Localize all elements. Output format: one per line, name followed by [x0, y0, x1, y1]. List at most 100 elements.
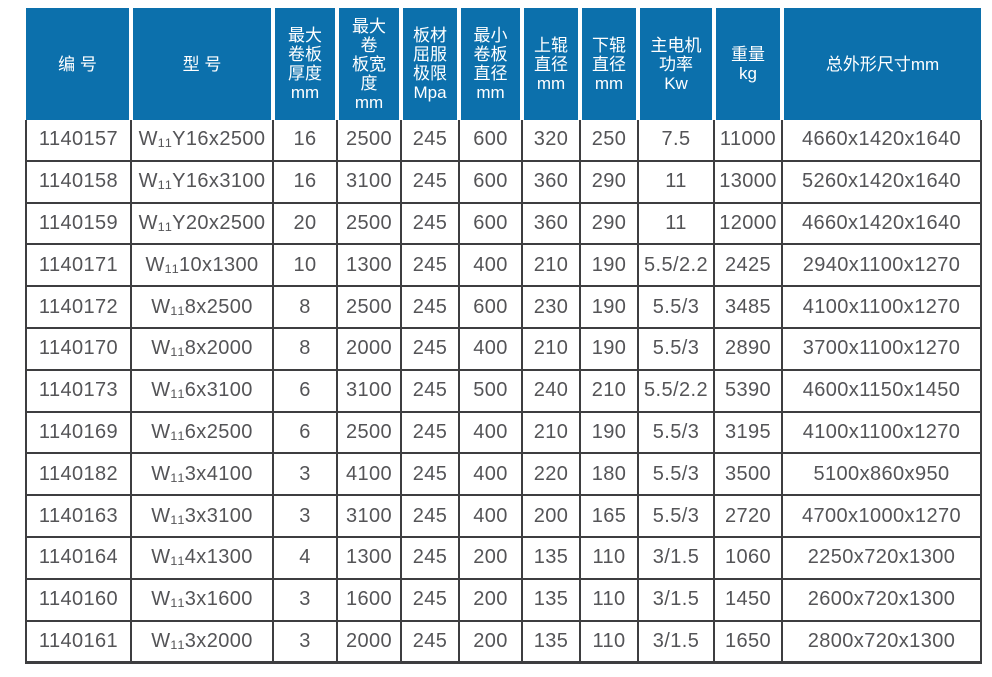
- cell-yield-limit: 245: [400, 120, 460, 162]
- cell-overall-dimensions: 5100x860x950: [781, 452, 982, 497]
- col-header-weight: 重量 kg: [712, 8, 784, 120]
- cell-max-plate-thickness: 6: [272, 410, 338, 455]
- cell-upper-roller-diameter: 320: [521, 120, 581, 162]
- cell-max-plate-thickness: 20: [272, 201, 338, 246]
- cell-max-plate-thickness: 4: [272, 535, 338, 580]
- table-row: 1140182 W₁₁3x4100 3 4100 245 400 220 180 5.5/3 35…: [25, 452, 982, 497]
- cell-upper-roller-diameter: 200: [521, 494, 581, 538]
- cell-serial-number: 1140158: [25, 159, 132, 204]
- cell-main-motor-power: 3/1.5: [637, 577, 715, 622]
- table-row: 1140159 W₁₁Y20x2500 20 2500 245 600 360 290 11 12…: [25, 201, 982, 246]
- cell-lower-roller-diameter: 180: [579, 452, 639, 497]
- cell-weight: 3500: [713, 452, 783, 497]
- cell-max-plate-width: 3100: [336, 494, 402, 538]
- machine-spec-table: 编 号型 号最大 卷板 厚度 mm 最大 卷 板宽 度 mm 板材 屈服 极限 Mp…: [25, 8, 982, 665]
- cell-model: W₁₁3x1600: [130, 577, 274, 622]
- cell-overall-dimensions: 4660x1420x1640: [781, 201, 982, 246]
- table-row: 1140170 W₁₁8x2000 8 2000 245 400 210 190 5.5/3 28…: [25, 326, 982, 371]
- col-header-serial-number: 编 号: [26, 8, 133, 120]
- cell-overall-dimensions: 4600x1150x1450: [781, 368, 982, 413]
- cell-main-motor-power: 11: [637, 159, 715, 204]
- cell-serial-number: 1140160: [25, 577, 132, 622]
- cell-max-plate-thickness: 16: [272, 120, 338, 162]
- cell-serial-number: 1140171: [25, 243, 132, 288]
- cell-lower-roller-diameter: 110: [579, 535, 639, 580]
- cell-upper-roller-diameter: 135: [521, 577, 581, 622]
- cell-lower-roller-diameter: 190: [579, 243, 639, 288]
- cell-min-rolling-diameter: 200: [458, 619, 523, 664]
- table-row: 1140163 W₁₁3x3100 3 3100 245 400 200 165 5.5/3 27…: [25, 494, 982, 538]
- cell-lower-roller-diameter: 190: [579, 285, 639, 329]
- cell-upper-roller-diameter: 210: [521, 326, 581, 371]
- cell-min-rolling-diameter: 400: [458, 326, 523, 371]
- cell-serial-number: 1140163: [25, 494, 132, 538]
- cell-upper-roller-diameter: 135: [521, 619, 581, 664]
- cell-max-plate-width: 3100: [336, 159, 402, 204]
- cell-main-motor-power: 3/1.5: [637, 535, 715, 580]
- cell-serial-number: 1140164: [25, 535, 132, 580]
- cell-weight: 1060: [713, 535, 783, 580]
- cell-overall-dimensions: 5260x1420x1640: [781, 159, 982, 204]
- cell-min-rolling-diameter: 600: [458, 120, 523, 162]
- cell-model: W₁₁Y16x2500: [130, 120, 274, 162]
- cell-max-plate-width: 3100: [336, 368, 402, 413]
- header-row: 编 号型 号最大 卷板 厚度 mm 最大 卷 板宽 度 mm 板材 屈服 极限 Mp…: [26, 8, 981, 120]
- cell-lower-roller-diameter: 250: [579, 120, 639, 162]
- cell-serial-number: 1140170: [25, 326, 132, 371]
- spec-table-header: 编 号型 号最大 卷板 厚度 mm 最大 卷 板宽 度 mm 板材 屈服 极限 Mp…: [26, 8, 981, 120]
- cell-min-rolling-diameter: 400: [458, 452, 523, 497]
- cell-main-motor-power: 5.5/3: [637, 452, 715, 497]
- cell-weight: 2890: [713, 326, 783, 371]
- cell-upper-roller-diameter: 210: [521, 410, 581, 455]
- cell-min-rolling-diameter: 200: [458, 535, 523, 580]
- table-row: 1140160 W₁₁3x1600 3 1600 245 200 135 110 3/1.5 14…: [25, 577, 982, 622]
- cell-max-plate-thickness: 3: [272, 619, 338, 664]
- cell-model: W₁₁6x2500: [130, 410, 274, 455]
- cell-max-plate-thickness: 3: [272, 452, 338, 497]
- cell-min-rolling-diameter: 500: [458, 368, 523, 413]
- cell-weight: 1450: [713, 577, 783, 622]
- cell-lower-roller-diameter: 110: [579, 619, 639, 664]
- col-header-max-plate-thickness: 最大 卷板 厚度 mm: [271, 8, 339, 120]
- cell-lower-roller-diameter: 110: [579, 577, 639, 622]
- cell-model: W₁₁3x4100: [130, 452, 274, 497]
- cell-yield-limit: 245: [400, 159, 460, 204]
- cell-serial-number: 1140169: [25, 410, 132, 455]
- cell-upper-roller-diameter: 360: [521, 159, 581, 204]
- cell-serial-number: 1140157: [25, 120, 132, 162]
- cell-main-motor-power: 5.5/3: [637, 494, 715, 538]
- spec-table-body: 1140157 W₁₁Y16x2500 16 2500 245 600 320 250 7.5 1…: [25, 120, 982, 664]
- cell-overall-dimensions: 3700x1100x1270: [781, 326, 982, 371]
- cell-overall-dimensions: 2250x720x1300: [781, 535, 982, 580]
- cell-lower-roller-diameter: 210: [579, 368, 639, 413]
- cell-weight: 12000: [713, 201, 783, 246]
- cell-yield-limit: 245: [400, 243, 460, 288]
- cell-yield-limit: 245: [400, 410, 460, 455]
- cell-yield-limit: 245: [400, 452, 460, 497]
- cell-max-plate-thickness: 10: [272, 243, 338, 288]
- col-header-yield-limit: 板材 屈服 极限 Mpa: [399, 8, 461, 120]
- cell-overall-dimensions: 4100x1100x1270: [781, 410, 982, 455]
- cell-upper-roller-diameter: 135: [521, 535, 581, 580]
- cell-max-plate-width: 1300: [336, 535, 402, 580]
- cell-serial-number: 1140172: [25, 285, 132, 329]
- cell-main-motor-power: 5.5/3: [637, 410, 715, 455]
- cell-max-plate-thickness: 3: [272, 577, 338, 622]
- cell-yield-limit: 245: [400, 368, 460, 413]
- cell-overall-dimensions: 2600x720x1300: [781, 577, 982, 622]
- cell-upper-roller-diameter: 220: [521, 452, 581, 497]
- cell-main-motor-power: 7.5: [637, 120, 715, 162]
- cell-weight: 1650: [713, 619, 783, 664]
- cell-weight: 3195: [713, 410, 783, 455]
- col-header-upper-roller-diameter: 上辊 直径 mm: [520, 8, 582, 120]
- cell-max-plate-thickness: 8: [272, 326, 338, 371]
- cell-upper-roller-diameter: 360: [521, 201, 581, 246]
- cell-yield-limit: 245: [400, 577, 460, 622]
- cell-yield-limit: 245: [400, 285, 460, 329]
- cell-yield-limit: 245: [400, 494, 460, 538]
- cell-min-rolling-diameter: 200: [458, 577, 523, 622]
- cell-main-motor-power: 3/1.5: [637, 619, 715, 664]
- cell-upper-roller-diameter: 230: [521, 285, 581, 329]
- cell-min-rolling-diameter: 400: [458, 410, 523, 455]
